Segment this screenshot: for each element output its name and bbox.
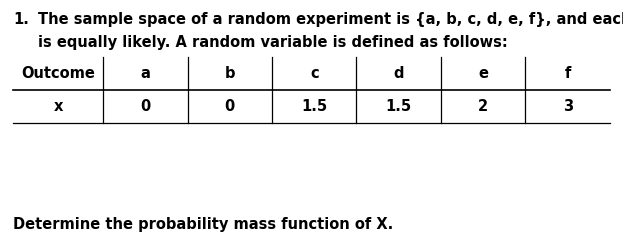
Text: e: e <box>478 66 488 81</box>
Text: 1.5: 1.5 <box>386 99 412 114</box>
Text: 3: 3 <box>563 99 573 114</box>
Text: 0: 0 <box>225 99 235 114</box>
Text: b: b <box>224 66 235 81</box>
Text: a: a <box>140 66 150 81</box>
Text: f: f <box>564 66 571 81</box>
Text: 1.5: 1.5 <box>301 99 327 114</box>
Text: 0: 0 <box>140 99 150 114</box>
Text: 1.: 1. <box>13 12 29 27</box>
Text: c: c <box>310 66 318 81</box>
Text: Outcome: Outcome <box>21 66 95 81</box>
Text: d: d <box>394 66 404 81</box>
Text: x: x <box>54 99 63 114</box>
Text: 2: 2 <box>478 99 488 114</box>
Text: is equally likely. A random variable is defined as follows:: is equally likely. A random variable is … <box>38 35 508 50</box>
Text: Determine the probability mass function of X.: Determine the probability mass function … <box>13 217 393 232</box>
Text: The sample space of a random experiment is {a, b, c, d, e, f}, and each outcome: The sample space of a random experiment … <box>38 12 623 27</box>
